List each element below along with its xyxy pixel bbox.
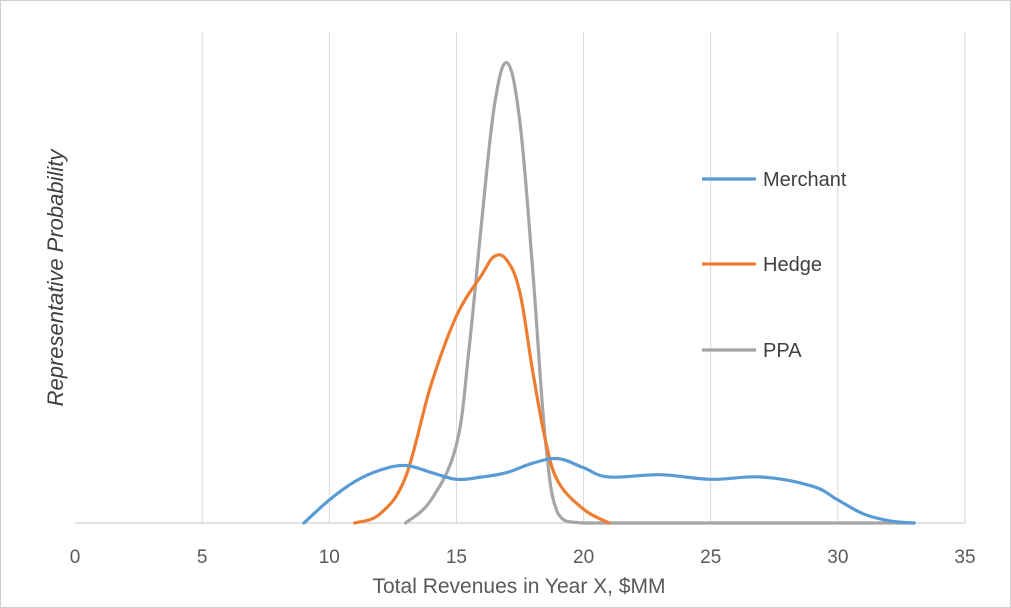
legend: Merchant Hedge PPA [702,169,847,362]
x-tick-labels: 0 5 10 15 20 25 30 35 [70,547,976,568]
y-axis-label: Representative Probability [43,148,68,407]
x-tick-label-10: 10 [319,547,340,568]
series-line-ppa [404,61,916,525]
x-axis-label: Total Revenues in Year X, $MM [373,575,666,598]
legend-label-ppa: PPA [763,340,802,362]
grid-lines [75,32,966,524]
series-line-merchant [302,456,916,525]
x-tick-label-15: 15 [446,547,467,568]
x-tick-label-5: 5 [197,547,208,568]
series-line-hedge [353,253,611,525]
legend-label-merchant: Merchant [763,169,847,191]
series-group [302,61,916,525]
x-tick-label-35: 35 [954,547,975,568]
x-tick-label-20: 20 [573,547,594,568]
legend-label-hedge: Hedge [763,254,822,276]
x-tick-label-25: 25 [700,547,721,568]
x-tick-label-0: 0 [70,547,81,568]
x-tick-label-30: 30 [827,547,848,568]
